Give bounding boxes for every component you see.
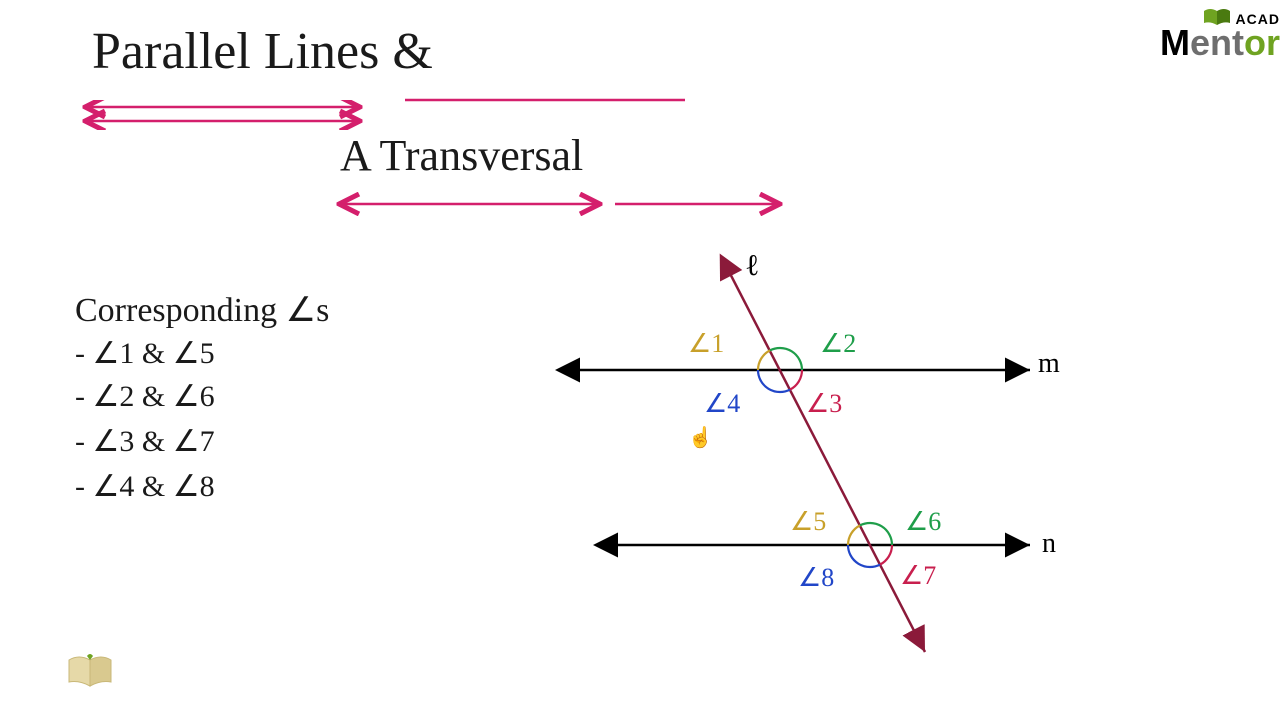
line-l-transversal: [722, 258, 925, 652]
acad-mentor-logo: ACAD Mentor: [1160, 5, 1280, 59]
line-m-label: m: [1038, 348, 1060, 379]
angle-8-label: ∠8: [798, 563, 834, 592]
angle-6-label: ∠6: [905, 507, 941, 536]
angle-4-label: ∠4: [704, 389, 740, 418]
angle-7-label: ∠7: [900, 561, 936, 590]
angle-3-label: ∠3: [806, 389, 842, 418]
cursor-icon: ☝: [688, 425, 713, 449]
line-l-label: ℓ: [745, 249, 759, 282]
angle-2-label: ∠2: [820, 329, 856, 358]
geometry-diagram: m n ℓ ∠1 ∠2 ∠3 ∠4 ∠5 ∠6 ∠7 ∠8 ☝: [0, 0, 1280, 720]
angle-1-label: ∠1: [688, 329, 724, 358]
line-n-label: n: [1042, 528, 1056, 559]
angle-5-label: ∠5: [790, 507, 826, 536]
book-icon: [65, 650, 115, 695]
